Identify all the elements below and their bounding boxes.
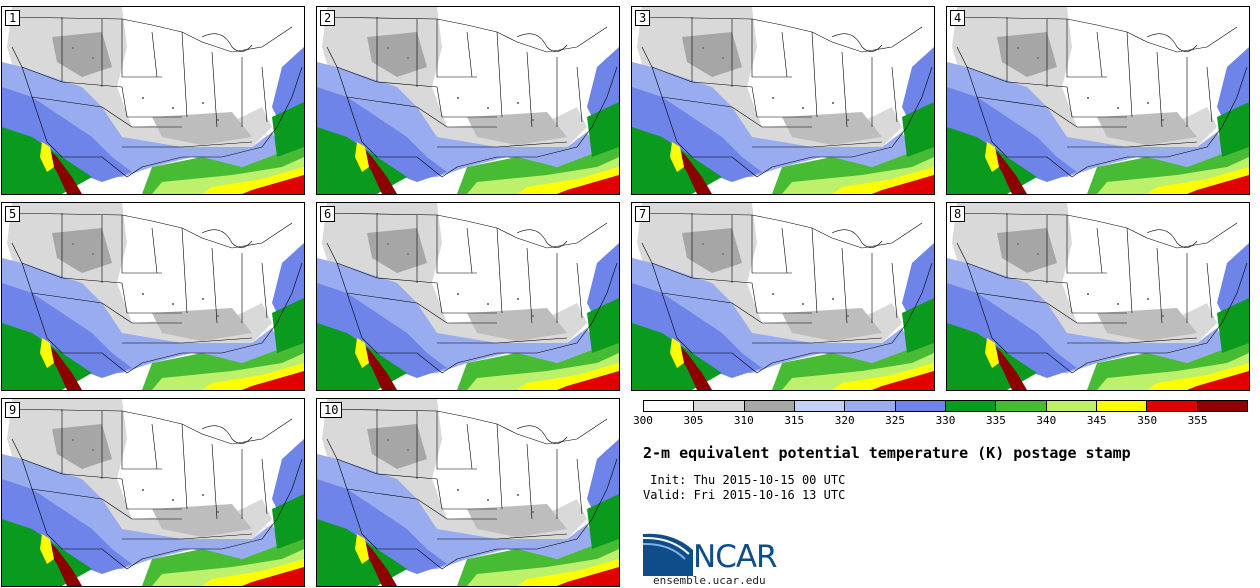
colorbar-segment [644, 401, 695, 411]
map-image [947, 203, 1249, 390]
map-image [632, 7, 934, 194]
colorbar-tick-label: 315 [784, 414, 805, 427]
init-time: Init: Thu 2015-10-15 00 UTC [643, 473, 846, 487]
colorbar-segment [1197, 401, 1247, 411]
stamp-panel-7: 7 [631, 202, 935, 391]
colorbar-segment [794, 401, 846, 411]
colorbar-segment [945, 401, 997, 411]
colorbar-segment [996, 401, 1047, 411]
map-image [317, 203, 619, 390]
colorbar-tick-label: 325 [885, 414, 906, 427]
colorbar-tick-label: 345 [1086, 414, 1107, 427]
map-image [947, 7, 1249, 194]
site-url: ensemble.ucar.edu [653, 574, 766, 587]
colorbar-tick-label: 350 [1137, 414, 1158, 427]
stamp-panel-1: 1 [1, 6, 305, 195]
colorbar-tick-label: 305 [683, 414, 704, 427]
page-title: 2-m equivalent potential temperature (K)… [643, 444, 1131, 462]
stamp-panel-2: 2 [316, 6, 620, 195]
member-label: 9 [5, 402, 21, 418]
colorbar-tick-label: 300 [633, 414, 653, 427]
colorbar-tick-label: 355 [1187, 414, 1208, 427]
member-label: 6 [320, 206, 336, 222]
colorbar-tick-labels: 300 305 310 315 320 325 330 335 340 345 350 355 [633, 414, 1248, 430]
stamp-panel-6: 6 [316, 202, 620, 391]
map-image [317, 399, 619, 586]
colorbar-tick-label: 335 [985, 414, 1006, 427]
colorbar [643, 400, 1248, 412]
colorbar-tick-label: 320 [834, 414, 855, 427]
map-image [2, 7, 304, 194]
stamp-panel-8: 8 [946, 202, 1250, 391]
member-label: 2 [320, 10, 336, 26]
colorbar-segment [1046, 401, 1097, 411]
member-label: 8 [950, 206, 966, 222]
stamp-panel-3: 3 [631, 6, 935, 195]
map-image [2, 203, 304, 390]
colorbar-segment [845, 401, 896, 411]
colorbar-tick-label: 330 [935, 414, 956, 427]
member-label: 7 [635, 206, 651, 222]
ncar-logo-icon [643, 533, 693, 576]
colorbar-segment [1096, 401, 1148, 411]
map-image [317, 7, 619, 194]
member-label: 3 [635, 10, 651, 26]
stamp-panel-9: 9 [1, 398, 305, 587]
colorbar-segment [1147, 401, 1198, 411]
stamp-panel-5: 5 [1, 202, 305, 391]
member-label: 10 [320, 402, 343, 418]
member-label: 1 [5, 10, 21, 26]
map-image [632, 203, 934, 390]
colorbar-tick-label: 310 [733, 414, 754, 427]
stamp-panel-4: 4 [946, 6, 1250, 195]
colorbar-segment [744, 401, 795, 411]
stamp-panel-10: 10 [316, 398, 620, 587]
logo-text: NCAR [693, 539, 778, 575]
member-label: 5 [5, 206, 21, 222]
valid-time: Valid: Fri 2015-10-16 13 UTC [643, 488, 846, 502]
colorbar-tick-label: 340 [1036, 414, 1057, 427]
colorbar-segment [895, 401, 946, 411]
map-image [2, 399, 304, 586]
member-label: 4 [950, 10, 966, 26]
colorbar-segment [694, 401, 745, 411]
